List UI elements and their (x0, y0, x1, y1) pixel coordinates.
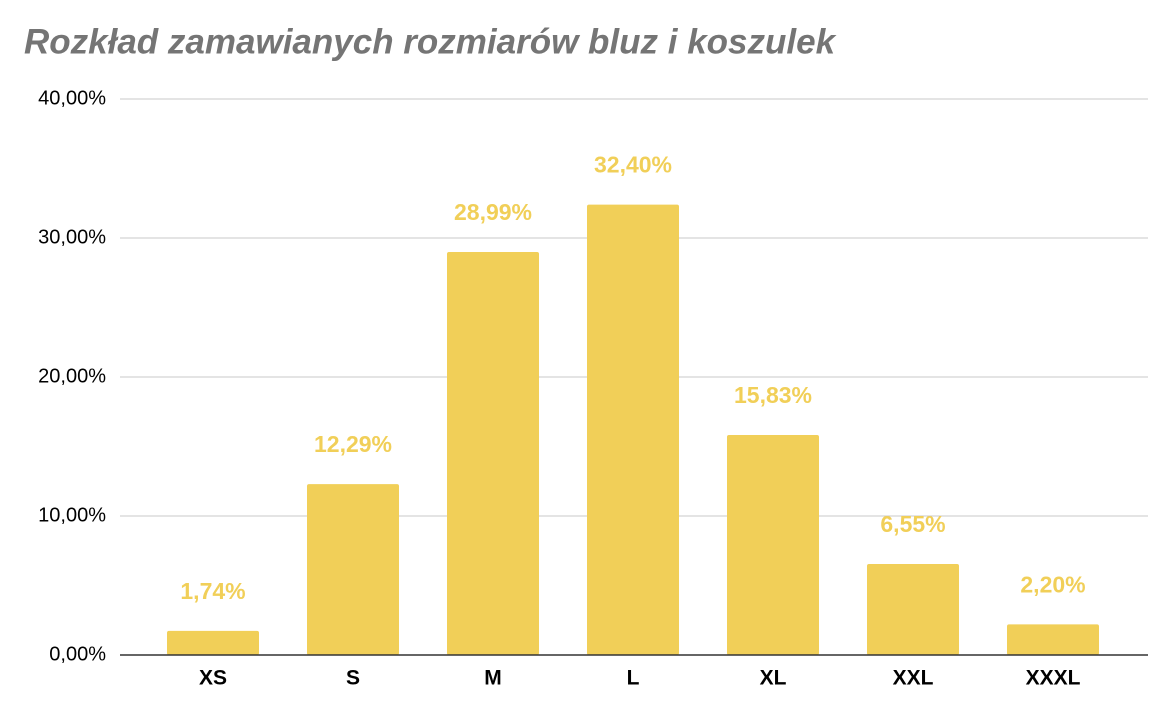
data-label: 32,40% (594, 152, 672, 178)
bar (1007, 624, 1099, 655)
data-label: 2,20% (1020, 571, 1085, 597)
y-tick-label: 10,00% (38, 504, 106, 526)
x-tick-label: XS (199, 667, 227, 690)
y-tick-label: 20,00% (38, 365, 106, 387)
data-label: 1,74% (180, 578, 245, 604)
bar (727, 434, 819, 655)
bar (587, 204, 679, 655)
data-label: 28,99% (454, 199, 532, 225)
bar (167, 630, 259, 655)
x-tick-label: XXXL (1026, 667, 1081, 690)
data-label: 6,55% (880, 511, 945, 537)
x-tick-label: XL (760, 667, 787, 690)
y-tick-label: 40,00% (38, 87, 106, 109)
x-tick-label: M (484, 667, 502, 690)
data-label: 12,29% (314, 431, 392, 457)
data-label: 15,83% (734, 382, 812, 408)
bar (447, 252, 539, 655)
x-tick-label: XXL (893, 667, 934, 690)
bar (867, 563, 959, 655)
bar (307, 484, 399, 655)
chart-title: Rozkład zamawianych rozmiarów bluz i kos… (24, 22, 837, 61)
x-tick-label: S (346, 667, 360, 690)
x-tick-label: L (627, 667, 640, 690)
y-tick-label: 30,00% (38, 226, 106, 248)
y-tick-label: 0,00% (49, 643, 106, 665)
